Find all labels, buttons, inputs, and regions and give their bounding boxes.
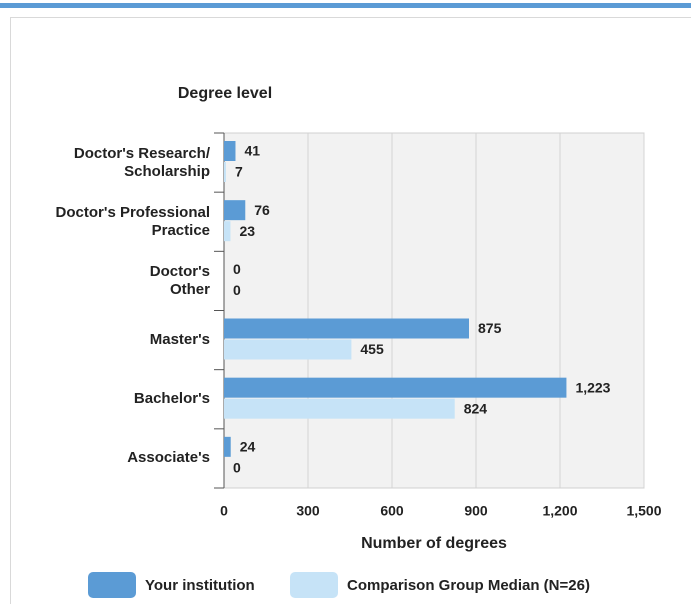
plot-area — [223, 132, 645, 489]
top-bar — [0, 3, 691, 8]
value-label: 824 — [464, 400, 488, 416]
value-label: 875 — [478, 320, 502, 336]
value-label: 0 — [233, 460, 241, 476]
value-label: 7 — [235, 164, 243, 180]
bar — [224, 318, 469, 339]
bar — [224, 221, 231, 242]
bar — [224, 398, 455, 419]
x-tick-label: 600 — [380, 503, 404, 519]
x-tick-label: 1,500 — [626, 503, 661, 519]
category-label: Master's — [149, 331, 210, 349]
x-tick-label: 900 — [464, 503, 488, 519]
x-axis-title: Number of degrees — [361, 535, 507, 552]
value-label: 455 — [360, 341, 384, 357]
category-label: Doctor's Professional Practice — [55, 203, 210, 239]
legend-label: Comparison Group Median (N=26) — [347, 577, 590, 594]
category-label: Doctor's Other — [149, 262, 210, 298]
panel-border — [10, 17, 691, 604]
legend-swatch — [290, 572, 338, 598]
x-tick-label: 0 — [220, 503, 228, 519]
x-tick-label: 1,200 — [542, 503, 577, 519]
legend-label: Your institution — [145, 577, 255, 594]
y-axis-title: Degree level — [178, 85, 272, 102]
bar — [224, 141, 236, 161]
bar — [224, 162, 226, 182]
value-label: 23 — [239, 223, 255, 239]
value-label: 76 — [254, 202, 270, 218]
bar — [224, 436, 231, 457]
value-label: 24 — [240, 439, 256, 455]
legend-swatch — [88, 572, 136, 598]
value-label: 0 — [233, 282, 241, 298]
category-label: Doctor's Research/ Scholarship — [73, 144, 210, 180]
x-tick-label: 300 — [296, 503, 320, 519]
value-label: 41 — [244, 143, 260, 159]
value-label: 0 — [233, 261, 241, 277]
category-label: Bachelor's — [133, 390, 210, 408]
value-label: 1,223 — [575, 379, 610, 395]
category-label: Associate's — [127, 449, 210, 467]
bar — [224, 339, 352, 360]
bar — [224, 377, 567, 398]
bar — [224, 200, 246, 221]
